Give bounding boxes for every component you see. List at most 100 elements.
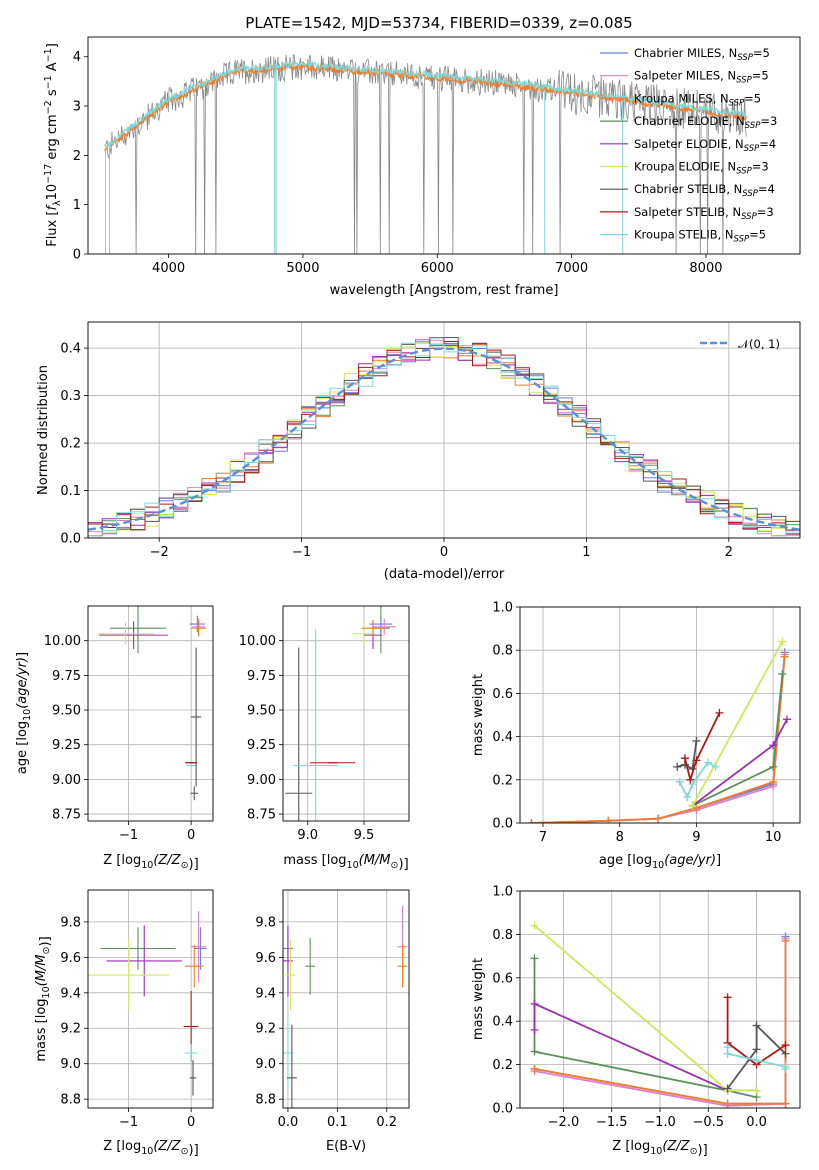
x-tick-label: 0.1 bbox=[327, 1115, 348, 1130]
weight-series bbox=[534, 940, 787, 1105]
label-part: 10 bbox=[141, 1146, 153, 1157]
legend-suffix: =3 bbox=[760, 114, 777, 128]
y-tick-label: 9.50 bbox=[52, 704, 81, 719]
label-part: )] bbox=[399, 857, 409, 872]
x-axis-label: mass [log10(M/M⊙)] bbox=[283, 853, 408, 872]
legend-sub: SSP bbox=[734, 235, 750, 245]
label-part: ⊙ bbox=[391, 860, 399, 871]
errorbar-point bbox=[191, 619, 207, 637]
label-part: ⊙ bbox=[181, 1146, 189, 1157]
weight-marker bbox=[723, 1049, 732, 1058]
label-part: )] bbox=[189, 1143, 199, 1158]
y-tick-label: 0.2 bbox=[492, 1058, 513, 1073]
weight-marker bbox=[673, 762, 682, 771]
legend-suffix: =3 bbox=[752, 160, 769, 174]
label-part: 10 bbox=[22, 709, 33, 721]
legend-suffix: =5 bbox=[752, 69, 769, 83]
errorbar-point bbox=[97, 622, 154, 645]
weight-marker bbox=[778, 637, 787, 646]
weight-marker bbox=[780, 652, 789, 661]
y-tick-label: 0.8 bbox=[492, 644, 513, 659]
x-tick-label: −2 bbox=[150, 545, 169, 560]
label-part: (age/yr) bbox=[15, 657, 30, 709]
weight-marker bbox=[752, 1021, 761, 1030]
residual-histogram bbox=[88, 344, 800, 537]
weight-marker bbox=[654, 814, 663, 823]
y-tick-label: 9.75 bbox=[247, 669, 276, 684]
x-tick-label: 8000 bbox=[689, 261, 722, 276]
legend-text: Kroupa MILES, N bbox=[634, 91, 729, 105]
errorbar-point bbox=[286, 1024, 297, 1108]
y-tick-label: 0 bbox=[73, 248, 81, 263]
label-part: −1 bbox=[43, 48, 54, 62]
x-tick-label: 9 bbox=[692, 830, 700, 845]
weight-marker bbox=[723, 1084, 732, 1093]
axes-frame bbox=[87, 605, 214, 822]
x-tick-label: 6000 bbox=[421, 261, 454, 276]
errorbar-point bbox=[283, 925, 293, 997]
x-tick-label: 9.5 bbox=[354, 828, 375, 843]
y-tick-label: 8.75 bbox=[247, 808, 276, 823]
x-tick-label: 4000 bbox=[152, 261, 185, 276]
weight-marker bbox=[686, 775, 695, 784]
y-tick-label: 0.6 bbox=[492, 971, 513, 986]
weight-marker bbox=[530, 921, 539, 930]
x-tick-label: −1 bbox=[119, 828, 138, 843]
weight-series bbox=[691, 641, 784, 807]
y-tick-label: 1 bbox=[73, 198, 81, 213]
weight-marker bbox=[688, 780, 697, 789]
weight-marker bbox=[723, 993, 732, 1002]
legend-sub: SSP bbox=[745, 121, 761, 131]
x-axis-label: (data-model)/error bbox=[384, 567, 505, 582]
y-tick-label: 9.6 bbox=[255, 951, 276, 966]
x-axis-label: Z [log10(Z/Z⊙)] bbox=[103, 853, 198, 872]
errorbar-point bbox=[352, 622, 376, 645]
label-part: (M/M bbox=[34, 954, 49, 986]
weight-marker bbox=[752, 1086, 761, 1095]
label-part: 10 bbox=[650, 1146, 662, 1157]
legend-text: Kroupa STELIB, N bbox=[634, 228, 734, 242]
errorbars bbox=[285, 606, 396, 821]
weight-series bbox=[677, 740, 698, 771]
weight-marker bbox=[692, 736, 701, 745]
x-tick-label: 0 bbox=[440, 545, 448, 560]
label-part: ⊙ bbox=[41, 947, 52, 955]
legend-entry: Kroupa ELODIE, NSSP=3 bbox=[634, 160, 769, 177]
x-tick-label: 9.0 bbox=[297, 828, 318, 843]
weight-marker bbox=[769, 741, 778, 750]
errorbar-point bbox=[109, 606, 167, 654]
label-part: f bbox=[45, 204, 60, 211]
x-tick-label: −1 bbox=[292, 545, 311, 560]
legend-suffix: =5 bbox=[749, 228, 766, 242]
gridlines bbox=[283, 606, 409, 821]
y-tick-label: 10.00 bbox=[239, 634, 276, 649]
y-axis-label: Normed distribution bbox=[36, 365, 51, 495]
weight-series bbox=[726, 1023, 787, 1090]
x-tick-label: −0.5 bbox=[692, 1115, 724, 1130]
legend-suffix: =3 bbox=[757, 205, 774, 219]
gridlines bbox=[88, 890, 213, 1108]
errorbar-point bbox=[88, 939, 170, 1011]
y-tick-label: 8.75 bbox=[52, 808, 81, 823]
weight-marker bbox=[778, 669, 787, 678]
axes-frame bbox=[282, 889, 410, 1109]
x-tick-label: −1 bbox=[119, 1115, 138, 1130]
gridlines bbox=[520, 890, 800, 1109]
weight-marker bbox=[781, 1041, 790, 1050]
label-part: mass [log bbox=[283, 853, 346, 868]
label-part: −17 bbox=[43, 164, 54, 184]
y-tick-label: 0.2 bbox=[492, 773, 513, 788]
weight-marker bbox=[723, 1099, 732, 1108]
legend-suffix: =5 bbox=[753, 46, 770, 60]
label-part: 10 bbox=[41, 986, 52, 998]
errorbar-point bbox=[397, 944, 408, 988]
y-tick-label: 9.2 bbox=[255, 1022, 276, 1037]
legend-sub: SSP bbox=[729, 98, 745, 108]
x-tick-label: −1.5 bbox=[596, 1115, 628, 1130]
x-axis-label: wavelength [Angstrom, rest frame] bbox=[330, 283, 559, 298]
legend-entry: Chabrier STELIB, NSSP=4 bbox=[634, 182, 775, 199]
legend-entry: Salpeter ELODIE, NSSP=4 bbox=[634, 137, 776, 154]
legend-suffix: =5 bbox=[744, 91, 761, 105]
label-part: ] bbox=[716, 853, 721, 868]
